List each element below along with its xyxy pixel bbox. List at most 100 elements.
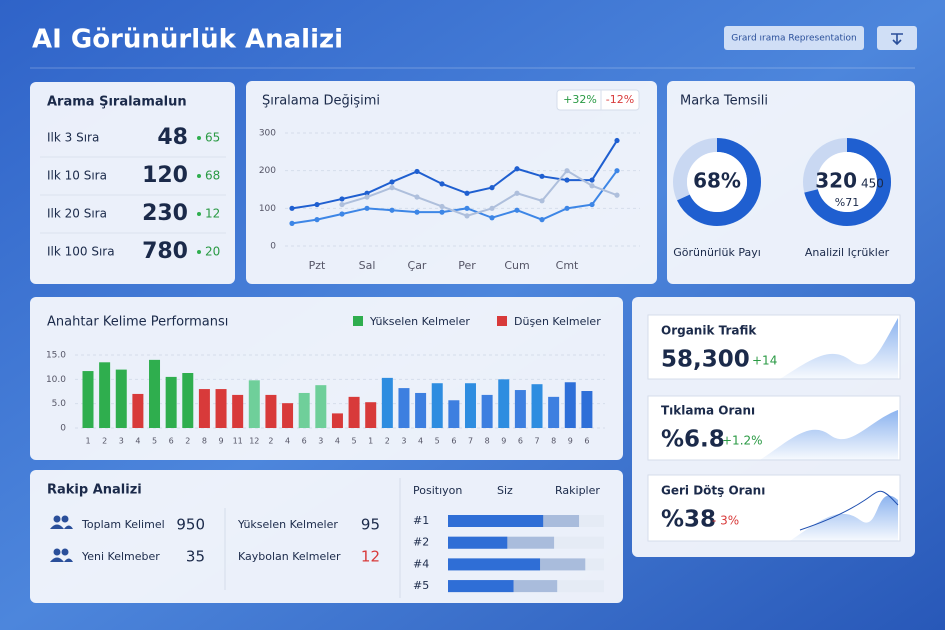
point <box>389 185 395 191</box>
x-tick-label: 5 <box>352 437 357 446</box>
donut-total: 450 <box>861 177 884 191</box>
y-tick-label: 300 <box>259 129 276 139</box>
point <box>289 205 295 211</box>
kpi-label: Organik Trafik <box>661 324 757 338</box>
x-tick-label: 3 <box>318 437 323 446</box>
x-tick-label: 5 <box>435 437 440 446</box>
card-title: Rakip Analizi <box>47 483 142 498</box>
dot <box>197 212 201 216</box>
point <box>564 177 570 183</box>
x-tick-label: 1 <box>85 437 90 446</box>
point <box>289 220 295 226</box>
x-tick-label: Çar <box>408 259 427 272</box>
bar <box>215 389 227 428</box>
y-tick-label: 0 <box>60 424 66 434</box>
bar <box>415 392 427 428</box>
x-tick-label: Sal <box>359 259 376 272</box>
x-tick-label: 9 <box>218 437 223 446</box>
point <box>539 198 545 204</box>
point <box>614 168 620 174</box>
point <box>339 211 345 217</box>
kpi-change: - 3% <box>712 514 739 528</box>
donut-label: Görünürlük Payı <box>673 246 761 259</box>
sparkline <box>780 318 898 379</box>
button[interactable] <box>724 26 864 50</box>
point <box>414 168 420 175</box>
badge: +32% <box>563 93 597 106</box>
kpi-label: Tıklama Oranı <box>661 404 755 418</box>
bar <box>365 402 377 428</box>
brand-card <box>667 81 915 284</box>
card-title: Arama Şıralamalun <box>47 95 187 110</box>
position: #1 <box>413 514 429 527</box>
bar <box>381 377 393 428</box>
x-tick-label: 8 <box>202 437 207 446</box>
donut-count: 320 <box>815 169 857 193</box>
row-value: 780 <box>142 239 188 264</box>
button-label: Grard ırama Representation <box>731 34 857 44</box>
point <box>389 179 395 185</box>
dot <box>197 136 201 140</box>
bar <box>498 379 510 428</box>
point <box>439 209 445 215</box>
x-tick-label: 8 <box>485 437 490 446</box>
x-tick-label: Cum <box>504 259 529 272</box>
bar <box>298 392 310 428</box>
user-icons <box>50 515 73 562</box>
badge: -12% <box>606 93 634 106</box>
x-tick-label: 2 <box>268 437 273 446</box>
bar-siz <box>448 558 541 571</box>
y-tick-label: 10.0 <box>46 375 66 385</box>
bar <box>581 391 593 428</box>
point <box>514 190 520 196</box>
legend-swatch <box>497 316 507 326</box>
table-header: Positıyon <box>413 484 462 497</box>
stat-value: 35 <box>186 548 205 566</box>
row-change: 68 <box>205 169 220 183</box>
x-tick-label: 2 <box>385 437 390 446</box>
row-value: 230 <box>142 201 188 226</box>
bar <box>315 385 327 428</box>
bar <box>398 388 410 428</box>
kpi-value: %38 <box>661 507 716 533</box>
x-tick-label: 1 <box>368 437 373 446</box>
x-tick-label: 9 <box>568 437 573 446</box>
bar <box>464 383 476 428</box>
bar <box>548 396 560 428</box>
point <box>339 196 345 202</box>
line-series <box>291 139 618 210</box>
donut-hole <box>687 152 747 212</box>
kpi-change: +14 <box>752 354 777 368</box>
chart-title: Anahtar Kelime Performansı <box>47 315 228 330</box>
point <box>439 203 445 210</box>
x-tick-label: 6 <box>584 437 589 446</box>
dot <box>197 174 201 178</box>
bar <box>431 383 443 428</box>
x-tick-label: 6 <box>169 437 174 446</box>
row-change: 65 <box>205 131 220 145</box>
stat-label: Yükselen Kelmeler <box>237 518 338 531</box>
stat-value: 950 <box>176 516 205 534</box>
stat-label: Toplam Kelimel <box>81 518 165 531</box>
card-title: Marka Temsili <box>680 94 768 109</box>
x-tick-label: 6 <box>518 437 523 446</box>
row-label: Ilk 20 Sıra <box>47 207 107 221</box>
x-tick-label: Cmt <box>556 259 579 272</box>
stat-label: Yeni Kelmeber <box>81 550 160 563</box>
x-tick-label: 4 <box>135 437 140 446</box>
point <box>314 201 320 208</box>
donut-label: Analizil Içrükler <box>805 246 890 259</box>
row-value: 120 <box>142 163 188 188</box>
kpi-value: 58,300 <box>661 347 750 373</box>
stat-value: 95 <box>361 516 380 534</box>
x-tick-label: 3 <box>401 437 406 446</box>
bar <box>132 393 144 428</box>
table-header: Siz <box>497 484 513 497</box>
row-label: Ilk 100 Sıra <box>47 245 115 259</box>
y-tick-label: 0 <box>270 242 276 252</box>
x-tick-label: 4 <box>335 437 340 446</box>
row-change: 20 <box>205 245 220 259</box>
stat-value: 12 <box>361 548 380 566</box>
bar <box>182 373 194 428</box>
bar <box>265 394 277 428</box>
